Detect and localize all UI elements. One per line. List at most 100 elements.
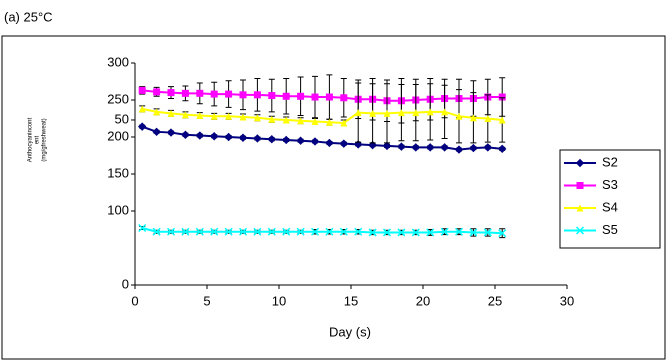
marker bbox=[282, 92, 290, 100]
marker bbox=[440, 227, 449, 236]
marker bbox=[498, 116, 506, 124]
marker bbox=[455, 112, 463, 120]
marker bbox=[397, 109, 405, 117]
marker bbox=[469, 143, 478, 153]
marker bbox=[153, 88, 161, 96]
y-tick-label: 0 bbox=[122, 276, 129, 291]
marker bbox=[166, 227, 176, 236]
marker bbox=[426, 108, 434, 116]
marker bbox=[483, 143, 493, 152]
marker bbox=[498, 93, 506, 101]
marker bbox=[181, 130, 190, 139]
y-tick-label: 100 bbox=[107, 202, 129, 217]
legend-marker bbox=[575, 158, 585, 168]
marker bbox=[152, 127, 161, 137]
marker bbox=[469, 228, 478, 237]
marker bbox=[195, 227, 204, 236]
marker bbox=[209, 132, 219, 141]
legend-label: S4 bbox=[602, 199, 618, 214]
legend-label: S2 bbox=[602, 154, 618, 169]
marker bbox=[497, 144, 507, 154]
marker bbox=[296, 136, 305, 145]
marker bbox=[311, 93, 319, 101]
legend-box bbox=[559, 149, 661, 249]
marker bbox=[354, 227, 363, 236]
x-tick-label: 10 bbox=[272, 293, 286, 308]
x-tick-label: 20 bbox=[416, 293, 430, 308]
marker bbox=[469, 114, 477, 122]
marker bbox=[137, 122, 147, 131]
marker bbox=[225, 90, 233, 98]
marker bbox=[339, 227, 348, 236]
marker bbox=[181, 227, 190, 236]
marker bbox=[253, 91, 261, 99]
marker bbox=[411, 228, 420, 237]
marker bbox=[340, 119, 348, 127]
marker bbox=[153, 108, 161, 116]
legend-marker bbox=[576, 182, 584, 189]
chart-title: (a) 25°C bbox=[4, 9, 53, 24]
marker bbox=[397, 228, 406, 237]
marker bbox=[368, 228, 377, 237]
x-tick-label: 0 bbox=[131, 293, 138, 308]
marker bbox=[426, 228, 435, 237]
marker bbox=[210, 227, 219, 236]
marker bbox=[369, 109, 377, 117]
marker bbox=[311, 117, 319, 125]
legend-marker bbox=[575, 226, 585, 235]
y-tick-label: 200 bbox=[107, 128, 129, 143]
marker bbox=[181, 111, 189, 119]
marker bbox=[210, 112, 218, 120]
marker bbox=[196, 112, 204, 120]
marker bbox=[454, 145, 464, 154]
marker bbox=[441, 108, 449, 116]
marker bbox=[239, 91, 247, 99]
x-axis-title: Day (s) bbox=[329, 324, 371, 339]
y-tick-label: 250 bbox=[107, 91, 129, 106]
marker bbox=[310, 137, 320, 146]
marker bbox=[181, 89, 189, 97]
x-tick-label: 5 bbox=[203, 293, 210, 308]
y-axis-title: ent bbox=[35, 135, 41, 144]
y-tick-label: 150 bbox=[107, 165, 129, 180]
marker bbox=[253, 134, 262, 143]
series-line bbox=[142, 89, 503, 102]
series-line bbox=[141, 125, 503, 151]
marker bbox=[425, 143, 435, 152]
marker bbox=[138, 223, 147, 233]
y-tick-label: 50 bbox=[115, 111, 129, 126]
marker bbox=[397, 142, 406, 151]
marker bbox=[325, 227, 334, 236]
marker bbox=[225, 112, 233, 120]
series-line bbox=[141, 227, 503, 235]
y-tick-label: 300 bbox=[107, 54, 129, 69]
legend-marker bbox=[576, 204, 584, 212]
x-tick-label: 25 bbox=[488, 293, 502, 308]
legend-label: S3 bbox=[602, 177, 618, 192]
marker bbox=[383, 109, 391, 117]
marker bbox=[454, 227, 464, 236]
marker bbox=[339, 139, 349, 148]
marker bbox=[310, 227, 320, 236]
marker bbox=[268, 115, 276, 123]
marker bbox=[412, 109, 420, 117]
legend-label: S5 bbox=[602, 222, 618, 237]
marker bbox=[498, 229, 507, 238]
marker bbox=[166, 128, 176, 137]
y-axis-title: (mg/gfreshweat) bbox=[42, 118, 48, 161]
marker bbox=[297, 92, 305, 100]
marker bbox=[239, 113, 247, 121]
marker bbox=[267, 135, 277, 144]
marker bbox=[382, 141, 392, 151]
marker bbox=[224, 227, 233, 236]
marker bbox=[325, 118, 333, 126]
marker bbox=[281, 135, 291, 145]
x-tick-label: 30 bbox=[560, 293, 574, 308]
marker bbox=[195, 131, 205, 140]
marker bbox=[297, 117, 305, 125]
marker bbox=[138, 86, 146, 94]
marker bbox=[325, 93, 333, 101]
marker bbox=[167, 89, 175, 97]
marker bbox=[325, 138, 334, 148]
